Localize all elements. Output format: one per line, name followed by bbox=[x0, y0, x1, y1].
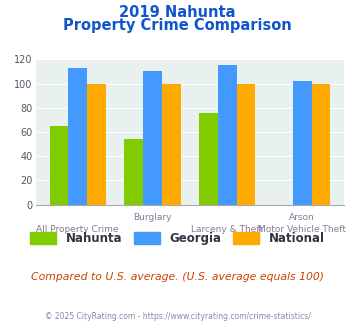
Bar bbox=[199, 113, 218, 205]
Text: 2019 Nahunta: 2019 Nahunta bbox=[119, 5, 236, 20]
Bar bbox=[143, 72, 162, 205]
Bar bbox=[87, 83, 106, 205]
Bar bbox=[293, 81, 312, 205]
Text: Arson: Arson bbox=[289, 213, 315, 222]
Bar bbox=[50, 126, 68, 205]
Bar bbox=[237, 83, 256, 205]
Text: Property Crime Comparison: Property Crime Comparison bbox=[63, 18, 292, 33]
Bar bbox=[68, 68, 87, 205]
Text: Compared to U.S. average. (U.S. average equals 100): Compared to U.S. average. (U.S. average … bbox=[31, 272, 324, 282]
Text: All Property Crime: All Property Crime bbox=[36, 225, 119, 234]
Text: © 2025 CityRating.com - https://www.cityrating.com/crime-statistics/: © 2025 CityRating.com - https://www.city… bbox=[45, 312, 310, 321]
Bar bbox=[218, 65, 237, 205]
Text: Larceny & Theft: Larceny & Theft bbox=[191, 225, 263, 234]
Bar bbox=[312, 83, 330, 205]
Bar bbox=[124, 139, 143, 205]
Text: Motor Vehicle Theft: Motor Vehicle Theft bbox=[258, 225, 346, 234]
Text: Burglary: Burglary bbox=[133, 213, 172, 222]
Bar bbox=[162, 83, 181, 205]
Legend: Nahunta, Georgia, National: Nahunta, Georgia, National bbox=[26, 227, 329, 249]
